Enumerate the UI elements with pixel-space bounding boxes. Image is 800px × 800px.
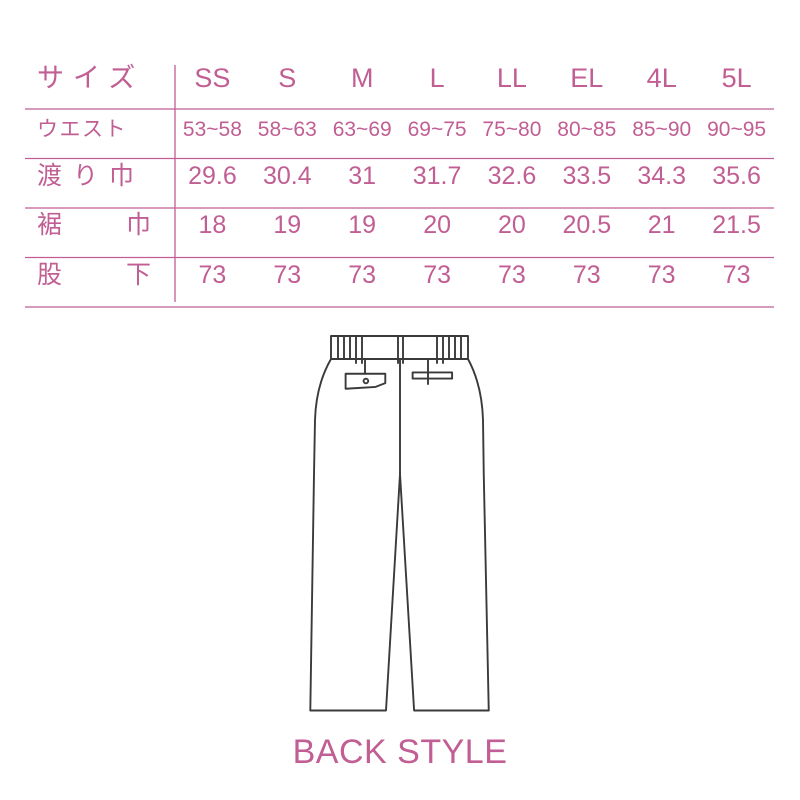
svg-text:21: 21	[648, 211, 676, 239]
svg-text:75~80: 75~80	[482, 118, 541, 141]
svg-text:31.7: 31.7	[413, 162, 462, 190]
svg-text:L: L	[430, 63, 445, 93]
svg-text:32.6: 32.6	[488, 162, 537, 190]
svg-text:63~69: 63~69	[333, 118, 392, 141]
svg-text:EL: EL	[570, 63, 603, 93]
svg-text:73: 73	[423, 261, 451, 289]
svg-text:33.5: 33.5	[562, 162, 611, 190]
svg-text:LL: LL	[497, 63, 527, 93]
svg-text:20: 20	[498, 211, 526, 239]
svg-text:サイズ: サイズ	[37, 63, 144, 93]
svg-text:80~85: 80~85	[557, 118, 616, 141]
svg-text:M: M	[351, 63, 374, 93]
svg-text:19: 19	[273, 211, 301, 239]
svg-text:73: 73	[648, 261, 676, 289]
svg-text:4L: 4L	[647, 63, 677, 93]
svg-text:34.3: 34.3	[637, 162, 686, 190]
svg-text:73: 73	[573, 261, 601, 289]
svg-text:85~90: 85~90	[632, 118, 691, 141]
svg-text:5L: 5L	[722, 63, 752, 93]
svg-text:BACK STYLE: BACK STYLE	[293, 733, 508, 771]
svg-text:58~63: 58~63	[258, 118, 317, 141]
svg-text:ウエスト: ウエスト	[37, 118, 127, 141]
svg-text:SS: SS	[194, 63, 230, 93]
svg-text:18: 18	[198, 211, 226, 239]
svg-text:股: 股	[37, 261, 62, 289]
svg-text:69~75: 69~75	[408, 118, 467, 141]
svg-text:30.4: 30.4	[263, 162, 312, 190]
svg-text:渡り巾: 渡り巾	[37, 162, 145, 190]
svg-text:21.5: 21.5	[712, 211, 761, 239]
svg-text:20.5: 20.5	[562, 211, 611, 239]
svg-text:73: 73	[348, 261, 376, 289]
svg-text:S: S	[278, 63, 296, 93]
svg-text:20: 20	[423, 211, 451, 239]
svg-text:73: 73	[273, 261, 301, 289]
svg-text:53~58: 53~58	[183, 118, 242, 141]
svg-text:巾: 巾	[126, 211, 151, 239]
svg-text:73: 73	[498, 261, 526, 289]
svg-text:下: 下	[126, 261, 151, 289]
svg-text:裾: 裾	[37, 211, 62, 239]
svg-text:19: 19	[348, 211, 376, 239]
svg-text:29.6: 29.6	[188, 162, 237, 190]
svg-text:90~95: 90~95	[707, 118, 766, 141]
svg-text:73: 73	[723, 261, 751, 289]
svg-text:35.6: 35.6	[712, 162, 761, 190]
svg-text:31: 31	[348, 162, 376, 190]
svg-text:73: 73	[198, 261, 226, 289]
